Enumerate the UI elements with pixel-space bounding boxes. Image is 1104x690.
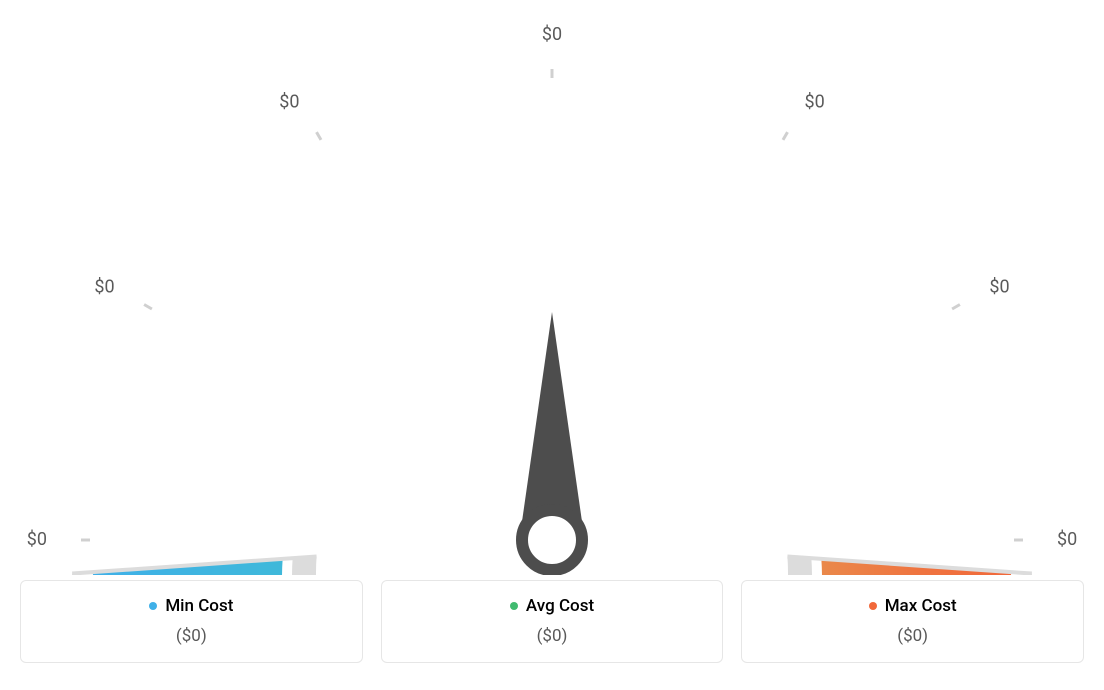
- gauge-tick-label: $0: [27, 529, 47, 550]
- gauge-tick-label: $0: [542, 24, 562, 45]
- gauge-tick-label: $0: [989, 276, 1009, 297]
- gauge-major-tick-inner: [161, 314, 213, 344]
- gauge-major-tick-inner: [326, 149, 356, 201]
- gauge-minor-tick: [954, 462, 993, 469]
- dot-icon-avg: [510, 602, 518, 610]
- gauge-major-tick: [783, 132, 788, 140]
- gauge-minor-tick: [692, 119, 706, 157]
- gauge-minor-tick: [814, 197, 840, 228]
- legend-value-min: ($0): [31, 626, 352, 646]
- gauge-minor-tick: [264, 197, 290, 228]
- gauge-major-tick: [144, 305, 152, 310]
- legend-value-max: ($0): [752, 626, 1073, 646]
- gauge-minor-tick: [209, 252, 240, 278]
- gauge-minor-tick: [474, 99, 481, 138]
- gauge-minor-tick: [399, 119, 413, 157]
- gauge-minor-tick: [865, 252, 896, 278]
- legend-label-min: Min Cost: [165, 596, 233, 616]
- gauge-minor-tick: [935, 387, 973, 401]
- legend-card-min: Min Cost ($0): [20, 580, 363, 663]
- gauge-tick-label: $0: [94, 276, 114, 297]
- legend-label-avg: Avg Cost: [526, 596, 594, 616]
- legend-card-avg: Avg Cost ($0): [381, 580, 724, 663]
- gauge-tick-label: $0: [1057, 529, 1077, 550]
- dot-icon-min: [149, 602, 157, 610]
- gauge-major-tick: [317, 132, 322, 140]
- legend-label-max: Max Cost: [885, 596, 957, 616]
- gauge-tick-label: $0: [805, 91, 825, 112]
- legend-title-max: Max Cost: [869, 596, 957, 616]
- gauge-svg: $0 $0 $0 $0 $0 $0 $0: [20, 20, 1084, 575]
- gauge-minor-tick: [111, 462, 150, 469]
- gauge-minor-tick: [131, 387, 169, 401]
- gauge-minor-tick: [623, 99, 630, 138]
- gauge-major-tick-inner: [891, 314, 943, 344]
- legend-card-max: Max Cost ($0): [741, 580, 1084, 663]
- legend-value-avg: ($0): [392, 626, 713, 646]
- legend-title-min: Min Cost: [149, 596, 233, 616]
- gauge-major-tick: [952, 305, 960, 310]
- gauge-chart: $0 $0 $0 $0 $0 $0 $0: [20, 20, 1084, 580]
- gauge-tick-label: $0: [279, 91, 299, 112]
- legend-title-avg: Avg Cost: [510, 596, 594, 616]
- legend-row: Min Cost ($0) Avg Cost ($0) Max Cost ($0…: [20, 580, 1084, 663]
- dot-icon-max: [869, 602, 877, 610]
- gauge-major-tick-inner: [748, 149, 778, 201]
